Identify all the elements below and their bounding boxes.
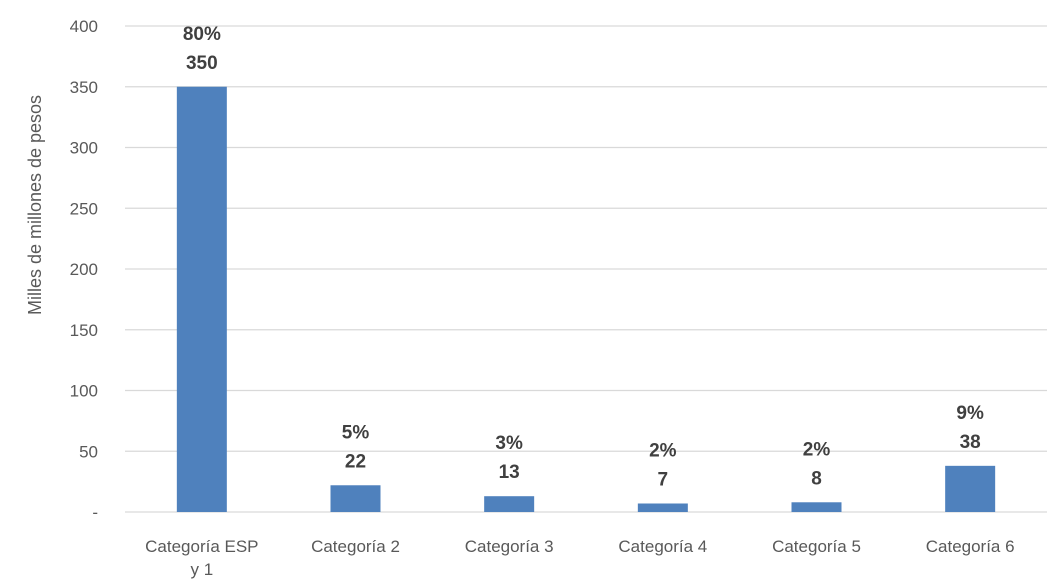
value-label: 38 — [960, 432, 981, 453]
percent-label: 3% — [495, 433, 523, 454]
bar — [484, 496, 535, 512]
x-tick-label: Categoría ESP — [145, 537, 258, 556]
bars — [176, 86, 996, 512]
percent-label: 80% — [183, 24, 221, 45]
x-tick-label: Categoría 3 — [465, 537, 554, 556]
value-label: 22 — [345, 451, 366, 472]
y-tick-label: 300 — [70, 139, 98, 158]
y-tick-label: 150 — [70, 321, 98, 340]
y-axis-title: Milles de millones de pesos — [25, 95, 45, 315]
gridlines — [125, 25, 1047, 513]
y-tick-label: 400 — [70, 17, 98, 36]
bar — [791, 502, 842, 512]
y-tick-label: 250 — [70, 199, 98, 218]
bar — [176, 86, 227, 512]
x-tick-label: Categoría 2 — [311, 537, 400, 556]
percent-label: 9% — [956, 403, 984, 424]
value-label: 7 — [658, 469, 669, 490]
y-tick-label: 350 — [70, 78, 98, 97]
data-labels: 80% 350 5% 22 3% 13 2% 7 2% 8 9% 38 — [183, 24, 984, 491]
value-label: 8 — [811, 468, 822, 489]
y-tick-label: 50 — [79, 442, 98, 461]
percent-label: 5% — [342, 422, 370, 443]
x-axis-ticks: Categoría ESP y 1 Categoría 2 Categoría 3 Ca… — [145, 537, 1014, 579]
bar — [637, 503, 688, 512]
x-tick-label: Categoría 5 — [772, 537, 861, 556]
percent-label: 2% — [803, 439, 831, 460]
bar — [945, 465, 996, 512]
percent-label: 2% — [649, 440, 677, 461]
x-tick-label: Categoría 6 — [926, 537, 1015, 556]
y-tick-label: 100 — [70, 382, 98, 401]
y-axis-ticks: - 50 100 150 200 250 300 350 400 — [70, 17, 98, 522]
x-tick-label: Categoría 4 — [618, 537, 707, 556]
value-label: 350 — [186, 53, 218, 74]
bar — [330, 485, 381, 512]
x-tick-label: y 1 — [190, 560, 213, 579]
y-tick-label: 200 — [70, 260, 98, 279]
y-tick-label: - — [92, 503, 98, 522]
value-label: 13 — [499, 462, 520, 483]
